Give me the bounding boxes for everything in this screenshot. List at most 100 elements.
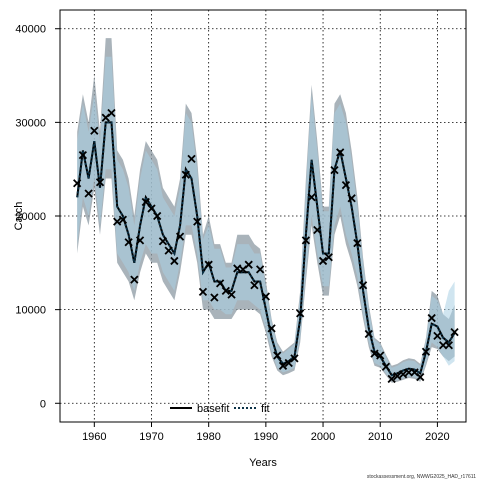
observation-point — [130, 275, 139, 284]
point-stroke — [301, 236, 311, 245]
observation-point — [393, 371, 402, 381]
point-stroke — [95, 178, 105, 187]
line-fit — [76, 121, 456, 377]
observation-point — [78, 150, 88, 160]
point-stroke — [267, 324, 276, 333]
x-tick-label: 2010 — [368, 431, 392, 443]
observation-point — [204, 260, 213, 269]
point-stroke — [113, 217, 122, 226]
point-stroke — [296, 309, 305, 318]
observation-point — [324, 253, 333, 262]
y-tick-label: 10000 — [15, 305, 46, 317]
observation-point — [153, 211, 162, 221]
point-stroke — [90, 126, 99, 135]
point-stroke — [290, 354, 299, 363]
observation-point — [341, 180, 351, 190]
point-stroke — [181, 170, 190, 179]
point-stroke — [347, 194, 356, 203]
observation-point — [215, 279, 225, 288]
point-stroke — [73, 179, 82, 188]
point-stroke — [158, 237, 168, 246]
point-stroke — [130, 275, 139, 284]
point-stroke — [364, 329, 373, 339]
observation-point — [158, 237, 168, 246]
observation-point — [307, 193, 316, 202]
point-stroke — [135, 236, 145, 245]
observation-point — [175, 232, 185, 241]
point-stroke — [353, 239, 362, 248]
point-stroke — [307, 193, 316, 202]
observation-point — [450, 327, 459, 337]
observation-point — [221, 286, 230, 296]
observation-point — [353, 239, 362, 248]
observation-point — [278, 361, 288, 370]
observation-point — [227, 290, 236, 299]
observation-point — [358, 281, 368, 290]
observation-point — [318, 256, 328, 266]
observation-point — [193, 217, 202, 226]
legend-label-basefit: basefit — [197, 403, 229, 415]
observation-point — [364, 329, 373, 339]
observation-point — [90, 126, 99, 135]
observation-point — [124, 238, 133, 247]
observation-point — [387, 374, 396, 384]
observation-point — [444, 341, 453, 350]
point-stroke — [210, 293, 219, 302]
confidence-bands — [77, 38, 455, 383]
y-axis: 0 10000 20000 30000 40000 — [15, 24, 60, 410]
point-stroke — [387, 374, 396, 384]
observation-point — [147, 204, 156, 213]
observation-point — [381, 362, 391, 371]
observation-point — [198, 287, 208, 296]
observation-point — [95, 178, 105, 187]
point-stroke — [124, 238, 133, 247]
x-tick-label: 1980 — [196, 431, 220, 443]
point-stroke — [427, 313, 436, 323]
point-stroke — [244, 260, 253, 269]
observation-point — [164, 246, 173, 255]
observation-point — [376, 351, 385, 360]
observation-point — [313, 225, 322, 235]
plot-area — [59, 9, 467, 423]
observation-point — [290, 354, 299, 363]
point-stroke — [78, 150, 88, 160]
observation-point — [427, 313, 436, 323]
observation-point — [113, 217, 122, 226]
observation-point — [141, 197, 150, 207]
band-fit — [77, 56, 455, 381]
point-stroke — [313, 225, 322, 235]
point-stroke — [170, 256, 179, 266]
point-stroke — [398, 370, 408, 379]
y-tick-label: 0 — [40, 398, 46, 410]
observation-point — [301, 236, 311, 245]
legend: basefit fit — [170, 403, 270, 415]
point-stroke — [433, 331, 442, 340]
observation-point — [73, 179, 82, 188]
point-stroke — [204, 260, 213, 269]
observation-point — [170, 256, 179, 266]
point-stroke — [416, 372, 425, 382]
observation-point — [421, 347, 431, 356]
point-stroke — [330, 165, 339, 175]
legend-label-fit: fit — [261, 403, 270, 415]
observation-point — [135, 236, 145, 245]
x-tick-label: 1960 — [82, 431, 106, 443]
point-stroke — [336, 148, 345, 157]
observation-point — [244, 260, 253, 269]
observation-point — [416, 372, 425, 382]
x-tick-label: 2000 — [311, 431, 335, 443]
y-axis-title: Catch — [13, 202, 25, 231]
y-tick-label: 40000 — [15, 24, 46, 36]
point-stroke — [256, 265, 265, 274]
observation-point — [273, 351, 282, 360]
point-stroke — [107, 108, 116, 118]
point-stroke — [370, 349, 379, 358]
point-stroke — [318, 256, 328, 266]
observation-point — [84, 189, 93, 198]
x-axis: 1960 1970 1980 1990 2000 2010 2020 — [82, 422, 450, 443]
point-stroke — [278, 361, 288, 370]
point-stroke — [164, 246, 173, 255]
point-stroke — [147, 204, 156, 213]
x-tick-label: 1990 — [254, 431, 278, 443]
